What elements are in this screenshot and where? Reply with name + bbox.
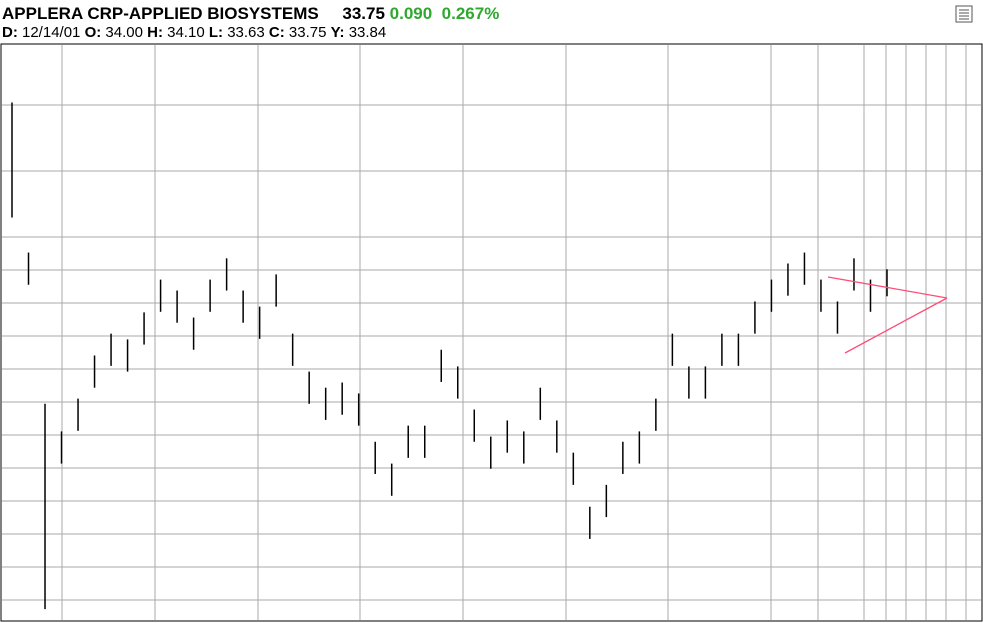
quote-value: 34.10 [167, 24, 205, 41]
triangle-pattern [827, 276, 948, 354]
quote-label: H: [147, 24, 163, 41]
quote-value: 33.84 [348, 24, 387, 41]
quote-label: O: [84, 24, 102, 41]
menu-icon-lines [959, 9, 969, 20]
quote-value: 33.63 [227, 24, 265, 41]
quote-line: D: 12/14/01 O: 34.00 H: 34.10 L: 33.63 C… [2, 24, 390, 41]
quote-label: D: [2, 24, 18, 41]
quote-value: 34.00 [105, 24, 143, 41]
header-line: APPLERA CRP-APPLIED BIOSYSTEMS 33.75 0.0… [2, 4, 499, 24]
quote-value: 12/14/01 [22, 24, 81, 41]
quote-label: L: [208, 24, 224, 41]
menu-icon[interactable] [955, 5, 973, 23]
title: APPLERA CRP-APPLIED BIOSYSTEMS [2, 4, 319, 23]
change-pct: 0.267% [441, 4, 500, 23]
quote-label: C: [268, 24, 285, 41]
quote-label: Y: [330, 24, 345, 41]
quote-value: 33.75 [288, 24, 327, 41]
change: 0.090 [389, 4, 433, 23]
last-price: 33.75 [342, 4, 385, 23]
